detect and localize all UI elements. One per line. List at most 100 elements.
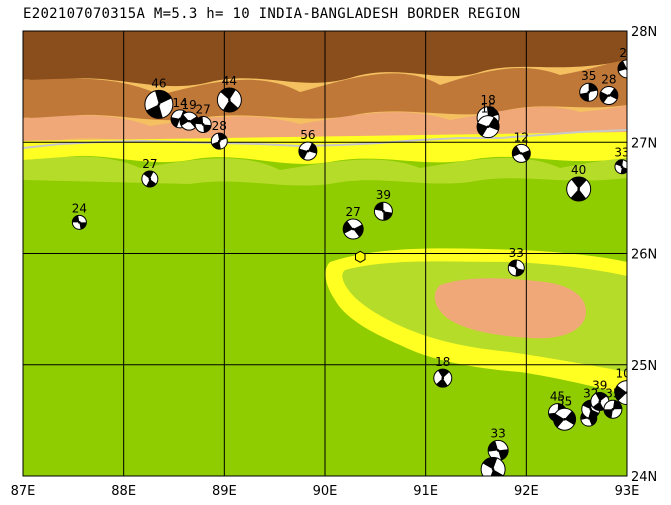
compressional-quadrant	[571, 176, 587, 189]
beachball	[507, 259, 525, 277]
depth-label: 12	[514, 130, 529, 144]
beachball-center	[201, 123, 205, 126]
latitude-label: 24N	[631, 470, 657, 485]
beachball-center	[563, 417, 566, 421]
mainshock-marker	[355, 250, 366, 263]
latitude-label: 28N	[631, 25, 657, 40]
compressional-quadrant	[627, 384, 639, 399]
compressional-quadrant	[220, 87, 236, 100]
depth-label: 56	[300, 128, 315, 142]
beachball	[614, 380, 639, 406]
longitude-label: 93E	[615, 484, 640, 499]
depth-label: 28	[212, 119, 227, 133]
compressional-quadrant	[508, 259, 517, 268]
compressional-quadrant	[374, 202, 384, 212]
beachball	[553, 407, 577, 431]
beachball-center	[587, 90, 591, 94]
depth-label: 27	[142, 157, 157, 171]
compressional-quadrant	[482, 457, 498, 470]
compressional-quadrant	[603, 409, 613, 419]
beachball	[476, 115, 500, 139]
beachball-center	[491, 468, 495, 471]
latitude-label: 25N	[631, 359, 657, 374]
beachball-center	[187, 119, 191, 123]
compressional-quadrant	[588, 416, 597, 426]
beachball	[298, 141, 318, 161]
compressional-quadrant	[614, 385, 627, 401]
beachball	[144, 89, 174, 119]
compressional-quadrant	[222, 99, 239, 112]
beachball	[614, 159, 627, 175]
compressional-quadrant	[211, 141, 221, 150]
beachball-center	[382, 209, 385, 213]
depth-label: 39	[592, 378, 607, 392]
beachball-center	[441, 376, 445, 380]
depth-label: 44	[222, 74, 237, 88]
depth-label: 27	[346, 205, 361, 219]
latitude-labels: 24N 25N 26N 27N 28N	[631, 25, 657, 485]
compressional-quadrant	[171, 117, 181, 128]
depth-label: 33	[491, 426, 506, 440]
map-title: E202107070315A M=5.3 h= 10 INDIA-BANGLAD…	[23, 6, 521, 22]
beachball	[617, 59, 636, 79]
beachball-center	[78, 221, 81, 224]
compressional-quadrant	[72, 215, 80, 223]
depth-label: 18	[435, 355, 450, 369]
compressional-quadrant	[512, 145, 522, 157]
compressional-quadrant	[490, 469, 504, 476]
compressional-quadrant	[553, 413, 565, 428]
depth-label: 15	[480, 102, 495, 116]
compressional-quadrant	[599, 91, 609, 103]
beachball-center	[351, 227, 355, 231]
beachball-center	[611, 407, 615, 411]
compressional-quadrant	[307, 143, 317, 154]
compressional-quadrant	[488, 440, 499, 452]
depth-label: 27	[196, 102, 211, 116]
longitude-label: 88E	[111, 484, 136, 499]
beachball-center	[148, 177, 152, 181]
compressional-quadrant	[588, 409, 599, 419]
compressional-quadrant	[570, 188, 587, 201]
compressional-quadrant	[477, 122, 489, 137]
compressional-quadrant	[383, 211, 393, 221]
compressional-quadrant	[608, 88, 618, 100]
depth-label: 33	[614, 146, 629, 160]
longitude-label: 87E	[11, 484, 36, 499]
plateau-core	[434, 278, 586, 339]
compressional-quadrant	[498, 449, 509, 460]
beachball-center	[496, 449, 500, 452]
beachball-center	[228, 98, 231, 102]
compressional-quadrant	[437, 369, 450, 379]
compressional-quadrant	[615, 159, 624, 167]
beachball-center	[486, 125, 490, 128]
beachball	[433, 368, 453, 388]
compressional-quadrant	[143, 170, 154, 179]
beachball	[603, 399, 623, 419]
longitude-label: 90E	[313, 484, 338, 499]
compressional-quadrant	[588, 83, 598, 93]
depth-label: 28	[601, 73, 616, 87]
beachball	[342, 218, 364, 240]
beachball-center	[598, 400, 602, 403]
depth-label: 39	[376, 188, 391, 202]
compressional-quadrant	[579, 92, 589, 102]
compressional-quadrant	[195, 116, 204, 125]
longitude-label: 91E	[413, 484, 438, 499]
compressional-quadrant	[79, 222, 87, 230]
compressional-quadrant	[298, 148, 308, 160]
compressional-quadrant	[627, 66, 636, 77]
compressional-quadrant	[612, 400, 622, 410]
compressional-quadrant	[486, 106, 499, 118]
beachball-center	[577, 187, 580, 191]
beachball-center	[218, 139, 221, 143]
depth-label: 18	[480, 93, 495, 107]
depth-label: 26	[619, 46, 634, 60]
beachball	[194, 115, 212, 133]
beachball	[141, 170, 159, 188]
beachball	[579, 82, 599, 102]
map-frame	[22, 30, 628, 477]
latitude-label: 27N	[631, 136, 657, 151]
beachball	[566, 176, 592, 202]
beachball	[599, 86, 619, 106]
compressional-quadrant	[592, 401, 605, 411]
